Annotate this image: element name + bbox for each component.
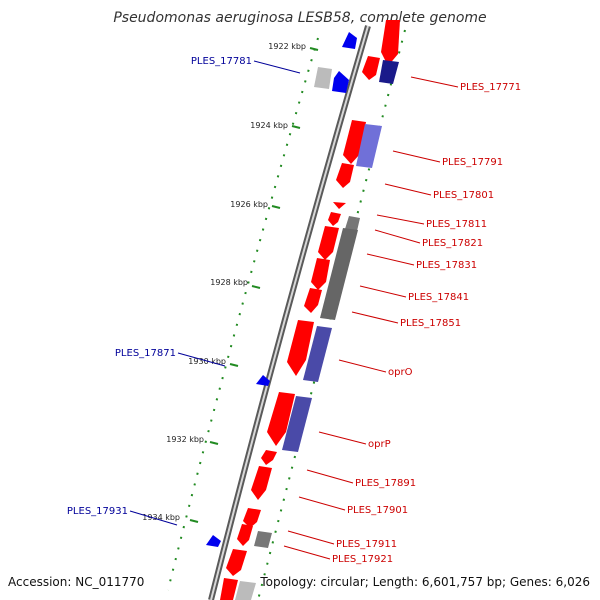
gene-label[interactable]: oprP <box>368 439 391 450</box>
gene-arrow[interactable] <box>226 549 247 576</box>
tick-mark <box>271 205 281 209</box>
leader-line <box>287 530 335 545</box>
tick-label: 1932 kbp <box>166 435 204 444</box>
gene-label[interactable]: PLES_17901 <box>347 505 408 516</box>
gene-label[interactable]: PLES_17891 <box>355 478 416 489</box>
gene-arrow[interactable] <box>332 71 349 93</box>
gene-labels-right: PLES_17771 PLES_17791 PLES_17801 PLES_17… <box>332 82 521 565</box>
gene-label[interactable]: oprO <box>388 367 413 378</box>
gene-label[interactable]: PLES_17781 <box>191 56 252 67</box>
outer-dotted-track <box>257 29 406 600</box>
dotted-tracks <box>167 29 406 600</box>
tick-mark <box>291 125 301 129</box>
gene-arrow[interactable] <box>206 535 221 547</box>
leader-lines-right <box>283 76 459 560</box>
leader-line <box>376 214 425 225</box>
leader-line <box>359 285 407 298</box>
cds-block[interactable] <box>379 60 399 84</box>
cds-block[interactable] <box>356 124 382 168</box>
leader-line <box>392 150 441 163</box>
leader-line <box>351 311 399 324</box>
gene-arrow[interactable] <box>328 212 341 226</box>
gene-labels-left: PLES_17781 PLES_17871 PLES_17931 <box>67 56 252 517</box>
genome-backbone <box>208 25 371 600</box>
gene-arrow[interactable] <box>342 32 357 49</box>
gene-arrow[interactable] <box>362 56 380 80</box>
leader-line <box>283 545 331 560</box>
tick-mark <box>309 47 319 51</box>
tick-mark <box>229 363 239 367</box>
tick-mark <box>189 519 199 523</box>
leader-line <box>374 229 421 244</box>
leader-line <box>410 76 459 88</box>
gene-arrow[interactable] <box>256 375 270 386</box>
tick-label: 1922 kbp <box>268 42 306 51</box>
gene-label[interactable]: PLES_17801 <box>433 190 494 201</box>
grey-feature[interactable] <box>254 531 272 548</box>
tick-label: 1934 kbp <box>142 513 180 522</box>
inner-dotted-track <box>167 37 319 591</box>
gene-label[interactable]: PLES_17931 <box>67 506 128 517</box>
kbp-ticks <box>189 47 319 523</box>
gene-label[interactable]: PLES_17791 <box>442 157 503 168</box>
leader-line <box>253 60 301 74</box>
gene-arrow[interactable] <box>251 466 272 500</box>
leader-line <box>318 431 367 445</box>
gene-arrow[interactable] <box>287 320 314 376</box>
cds-blocks <box>235 60 399 600</box>
gene-label[interactable]: PLES_17871 <box>115 348 176 359</box>
gene-label[interactable]: PLES_17811 <box>426 219 487 230</box>
gene-arrow[interactable] <box>333 202 346 209</box>
leader-line <box>338 359 387 373</box>
gene-arrow[interactable] <box>343 120 366 164</box>
tick-labels: 1922 kbp 1924 kbp 1926 kbp 1928 kbp 1930… <box>142 42 306 522</box>
gene-label[interactable]: PLES_17851 <box>400 318 461 329</box>
cds-block[interactable] <box>303 326 332 382</box>
tick-label: 1926 kbp <box>230 200 268 209</box>
gene-arrow[interactable] <box>220 578 238 600</box>
gene-arrow[interactable] <box>243 508 261 528</box>
gene-arrow[interactable] <box>237 524 253 546</box>
gene-label[interactable]: PLES_17841 <box>408 292 469 303</box>
gene-label[interactable]: PLES_17831 <box>416 260 477 271</box>
tick-mark <box>251 285 261 289</box>
forward-genes <box>220 20 400 600</box>
gene-label[interactable]: PLES_17911 <box>336 539 397 550</box>
gene-arrow[interactable] <box>304 288 322 313</box>
leader-line <box>177 352 226 367</box>
grey-feature[interactable] <box>320 228 358 320</box>
accession-text: Accession: NC_011770 <box>8 575 144 589</box>
backbone-shadow <box>208 25 371 600</box>
gene-label[interactable]: PLES_17821 <box>422 238 483 249</box>
gene-arrow[interactable] <box>336 163 354 188</box>
grey-feature[interactable] <box>314 67 332 89</box>
leader-line <box>298 496 346 511</box>
leader-line <box>129 510 178 526</box>
cds-block[interactable] <box>282 396 312 452</box>
gene-label[interactable]: PLES_17771 <box>460 82 521 93</box>
gene-arrow[interactable] <box>261 450 277 465</box>
map-title: Pseudomonas aeruginosa LESB58, complete … <box>113 10 486 26</box>
genome-summary-text: Topology: circular; Length: 6,601,757 bp… <box>259 575 590 589</box>
tick-label: 1928 kbp <box>210 278 248 287</box>
gene-label[interactable]: PLES_17921 <box>332 554 393 565</box>
tick-label: 1924 kbp <box>250 121 288 130</box>
leader-lines-left <box>129 60 301 526</box>
reverse-genes <box>206 32 357 547</box>
tick-mark <box>209 441 219 445</box>
gene-arrow[interactable] <box>311 258 330 290</box>
gene-arrow[interactable] <box>381 20 400 66</box>
grey-feature[interactable] <box>235 581 256 600</box>
gene-arrow[interactable] <box>267 392 295 446</box>
gene-arrow[interactable] <box>318 226 339 260</box>
leader-line <box>366 253 415 266</box>
leader-line <box>384 183 432 196</box>
leader-line <box>306 469 354 484</box>
backbone-highlight <box>210 25 369 600</box>
grey-feature[interactable] <box>345 216 360 231</box>
